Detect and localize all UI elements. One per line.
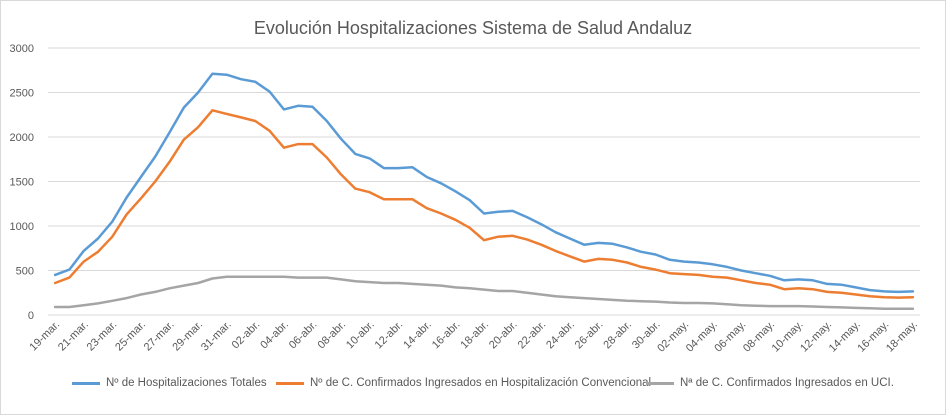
x-tick-label: 23-mar. (85, 319, 120, 354)
x-tick-label: 04-abr. (258, 319, 291, 352)
legend-label-convencional: Nº de C. Confirmados Ingresados en Hospi… (310, 377, 652, 389)
y-tick-label: 3000 (10, 43, 34, 55)
series-line-1 (53, 109, 915, 299)
x-tick-label: 19-mar. (27, 319, 62, 354)
x-tick-label: 16-abr. (430, 319, 463, 352)
x-tick-label: 10-abr. (344, 319, 377, 352)
x-tick-label: 02-abr. (230, 319, 263, 352)
legend-item-totales: Nº de Hospitalizaciones Totales (72, 377, 267, 389)
legend-swatch-uci (646, 381, 674, 385)
x-tick-label: 12-abr. (373, 319, 406, 352)
y-tick-label: 0 (28, 310, 34, 322)
x-tick-label: 24-abr. (544, 319, 577, 352)
x-tick-label: 18-abr. (458, 319, 491, 352)
legend-swatch-totales (72, 381, 100, 385)
chart-title: Evolución Hospitalizaciones Sistema de S… (253, 18, 693, 38)
series-lines (53, 72, 915, 311)
legend-item-convencional: Nº de C. Confirmados Ingresados en Hospi… (276, 377, 651, 389)
x-tick-label: 18-may. (884, 319, 920, 355)
x-tick-label: 21-mar. (56, 319, 91, 354)
x-tick-label: 06-abr. (287, 319, 320, 352)
y-tick-label: 1000 (10, 221, 34, 233)
x-tick-label: 25-mar. (113, 319, 148, 354)
x-tick-label: 08-abr. (315, 319, 348, 352)
gridlines (48, 47, 920, 316)
x-tick-label: 20-abr. (487, 319, 520, 352)
x-tick-label: 22-abr. (516, 319, 549, 352)
y-tick-label: 2500 (10, 88, 34, 100)
series-line-2 (53, 275, 915, 311)
legend-swatch-convencional (276, 381, 304, 385)
y-tick-label: 500 (16, 266, 34, 278)
legend-label-totales: Nº de Hospitalizaciones Totales (106, 377, 267, 389)
x-tick-label: 29-mar. (170, 319, 205, 354)
x-tick-label: 28-abr. (601, 319, 634, 352)
legend: Nº de Hospitalizaciones Totales Nº de C.… (0, 377, 946, 397)
x-axis-ticks: 19-mar.21-mar.23-mar.25-mar.27-mar.29-ma… (27, 319, 920, 355)
y-tick-label: 1500 (10, 177, 34, 189)
series-line-0 (53, 72, 915, 294)
x-tick-label: 31-mar. (199, 319, 234, 354)
x-tick-label: 27-mar. (142, 319, 177, 354)
legend-item-uci: Nª de C. Confirmados Ingresados en UCI. (646, 377, 894, 389)
y-axis-ticks: 0 500 1000 1500 2000 2500 3000 (10, 43, 34, 322)
legend-label-uci: Nª de C. Confirmados Ingresados en UCI. (680, 377, 894, 389)
x-tick-label: 26-abr. (573, 319, 606, 352)
x-tick-label: 14-abr. (401, 319, 434, 352)
y-tick-label: 2000 (10, 132, 34, 144)
